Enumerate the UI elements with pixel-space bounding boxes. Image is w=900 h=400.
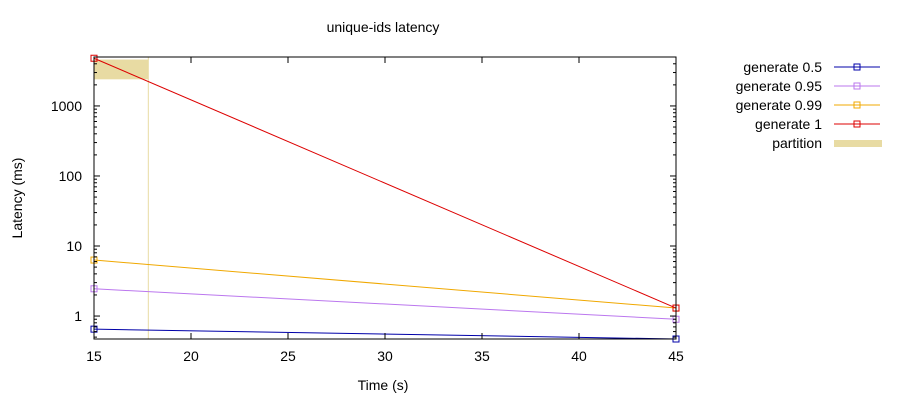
y-tick-label: 10: [66, 238, 82, 254]
x-tick-label: 35: [474, 348, 490, 364]
x-tick-label: 25: [280, 348, 296, 364]
x-axis-ticks: 15 20 25 30 35 40 45: [86, 57, 684, 364]
legend-swatch-band: [834, 140, 882, 147]
legend: generate 0.5 generate 0.95 generate 0.99 ge…: [736, 59, 882, 151]
legend-swatch-marker: [853, 120, 861, 128]
y-tick-label: 100: [59, 168, 83, 184]
plot-area-border: [93, 56, 677, 340]
legend-label: generate 0.99: [736, 97, 823, 113]
series-line-2: [93, 259, 677, 309]
x-tick-label: 20: [183, 348, 199, 364]
x-tick-label: 40: [571, 348, 587, 364]
legend-swatch-marker: [853, 82, 861, 90]
legend-label: generate 1: [755, 116, 822, 132]
partition-band: [94, 57, 149, 339]
legend-swatch-marker: [853, 101, 861, 109]
series-lines: [90, 54, 680, 343]
y-tick-label: 1: [74, 308, 82, 324]
x-tick-label: 30: [377, 348, 393, 364]
y-tick-label: 1000: [51, 98, 82, 114]
chart-title: unique-ids latency: [327, 19, 440, 35]
x-tick-label: 45: [668, 348, 684, 364]
y-axis-ticks: 1 10 100 1000: [51, 56, 676, 338]
x-tick-label: 15: [86, 348, 102, 364]
series-line-1: [93, 288, 677, 320]
legend-label: generate 0.95: [736, 78, 823, 94]
legend-swatch-marker: [853, 63, 861, 71]
x-axis-label: Time (s): [358, 377, 409, 393]
legend-label: partition: [772, 135, 822, 151]
series-line-3: [93, 57, 677, 309]
legend-label: generate 0.5: [743, 59, 822, 75]
y-axis-label: Latency (ms): [9, 158, 25, 239]
